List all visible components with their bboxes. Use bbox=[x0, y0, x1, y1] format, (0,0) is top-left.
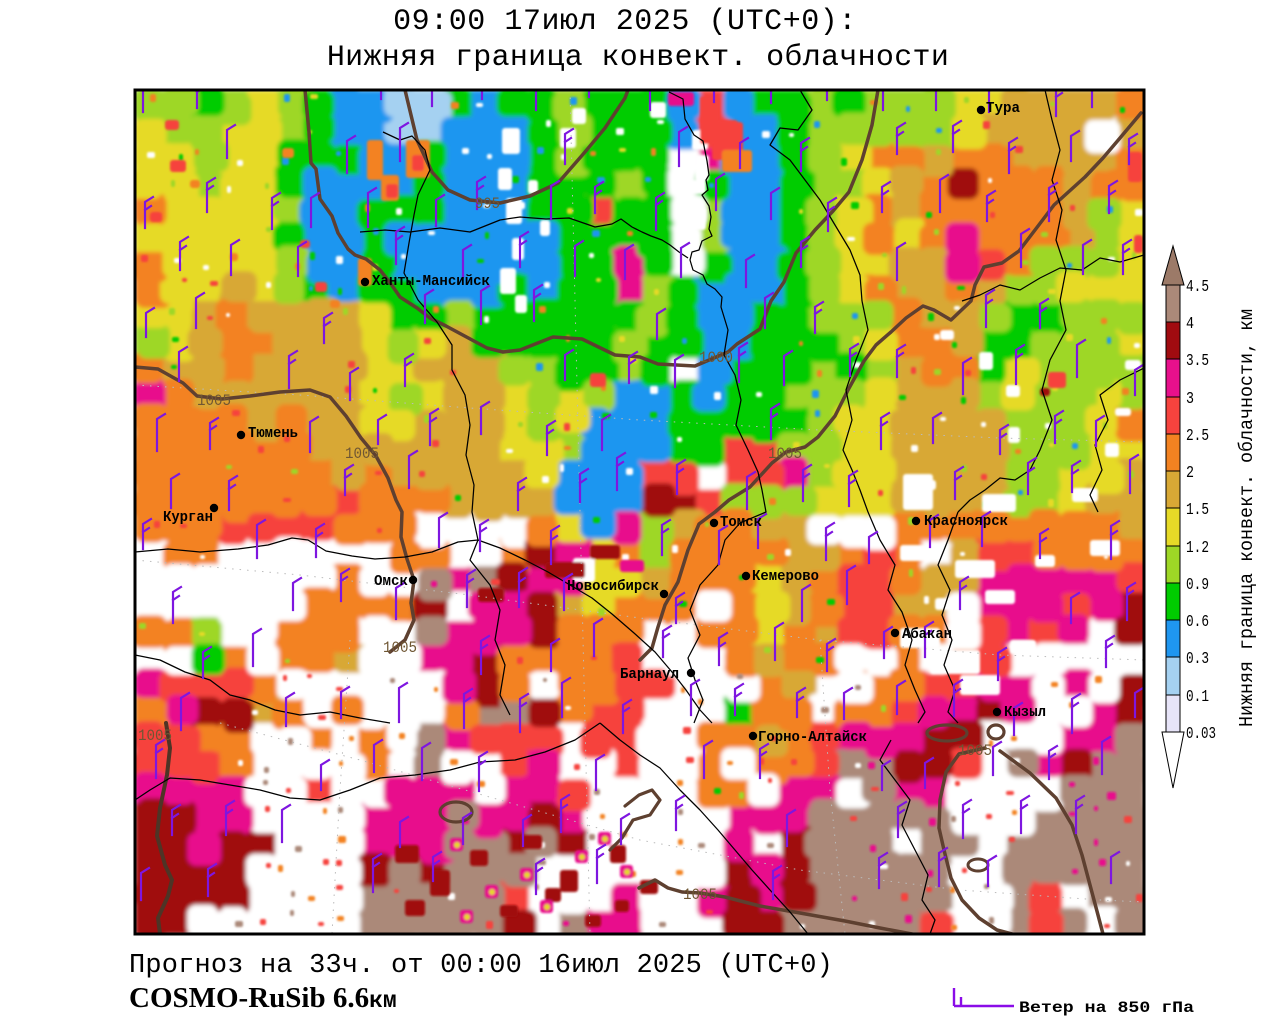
svg-text:Тура: Тура bbox=[986, 100, 1020, 117]
svg-text:0.6: 0.6 bbox=[1186, 613, 1209, 632]
svg-text:2.5: 2.5 bbox=[1186, 427, 1209, 446]
svg-text:0.3: 0.3 bbox=[1186, 650, 1209, 669]
svg-text:0.03: 0.03 bbox=[1186, 725, 1216, 744]
svg-text:0.1: 0.1 bbox=[1186, 688, 1209, 707]
svg-text:995: 995 bbox=[475, 195, 500, 213]
svg-text:Барнаул: Барнаул bbox=[620, 666, 679, 683]
svg-text:Тюмень: Тюмень bbox=[248, 425, 298, 442]
svg-text:Ханты-Мансийск: Ханты-Мансийск bbox=[372, 273, 490, 290]
svg-text:4: 4 bbox=[1186, 315, 1194, 334]
svg-text:1005: 1005 bbox=[683, 886, 717, 904]
svg-text:1005: 1005 bbox=[197, 392, 231, 410]
svg-text:1005: 1005 bbox=[138, 727, 172, 745]
svg-text:Курган: Курган bbox=[163, 509, 213, 526]
svg-text:1005: 1005 bbox=[345, 445, 379, 463]
svg-text:1005: 1005 bbox=[958, 742, 992, 760]
svg-text:Горно-Алтайск: Горно-Алтайск bbox=[758, 729, 867, 746]
svg-text:0.9: 0.9 bbox=[1186, 576, 1209, 595]
svg-text:3.5: 3.5 bbox=[1186, 352, 1209, 371]
svg-text:4.5: 4.5 bbox=[1186, 278, 1209, 297]
svg-text:1.2: 1.2 bbox=[1186, 539, 1209, 558]
svg-text:Ветер на 850 гПа: Ветер на 850 гПа bbox=[1019, 999, 1194, 1017]
svg-text:1.5: 1.5 bbox=[1186, 501, 1209, 520]
svg-text:2: 2 bbox=[1186, 464, 1194, 483]
svg-text:Кемерово: Кемерово bbox=[752, 568, 819, 585]
svg-text:1005: 1005 bbox=[768, 445, 802, 463]
svg-text:Красноярск: Красноярск bbox=[924, 513, 1008, 530]
svg-text:Абакан: Абакан bbox=[902, 626, 952, 643]
svg-text:1000: 1000 bbox=[699, 349, 733, 367]
svg-text:Кызыл: Кызыл bbox=[1004, 704, 1046, 721]
svg-text:3: 3 bbox=[1186, 390, 1194, 409]
svg-text:Томск: Томск bbox=[720, 514, 762, 531]
svg-text:Омск: Омск bbox=[374, 573, 408, 590]
svg-text:Нижняя граница конвект. облачн: Нижняя граница конвект. облачности, км bbox=[1236, 309, 1258, 727]
svg-text:1005: 1005 bbox=[383, 639, 417, 657]
svg-text:Новосибирск: Новосибирск bbox=[567, 578, 659, 595]
